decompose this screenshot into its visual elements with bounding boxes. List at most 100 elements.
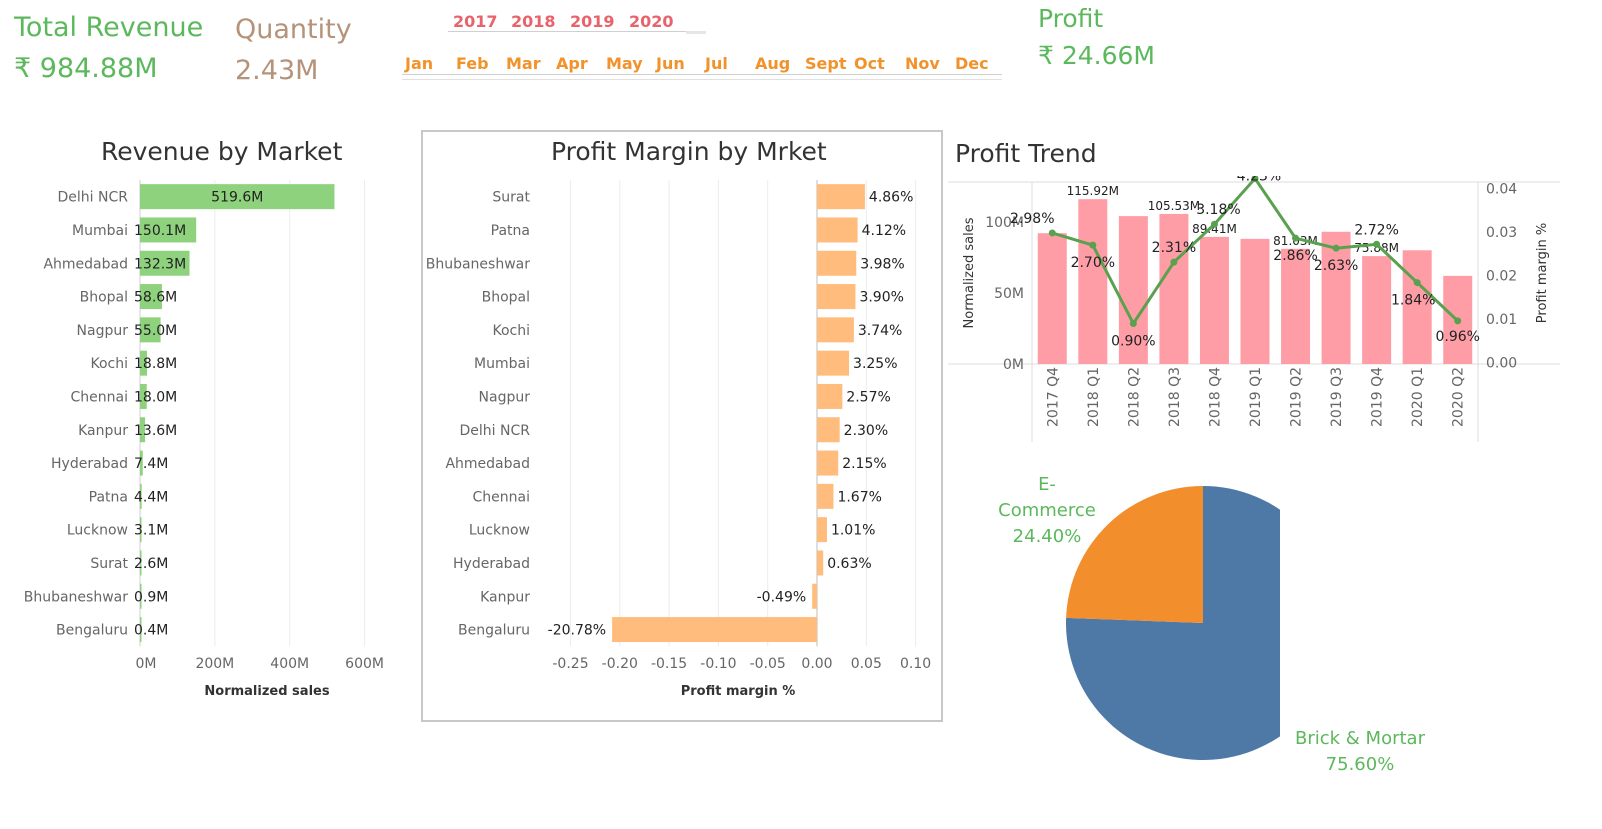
trend-line-point [1251,176,1259,183]
trend-line-point [1170,258,1178,266]
trend-y-tick-label: 50M [994,286,1024,302]
pie-label-ecommerce: E-Commerce 24.40% [992,472,1102,550]
trend-line-point [1048,229,1056,237]
month-filter-jul[interactable]: Jul [705,54,728,73]
revenue-x-tick-label: 0M [136,656,157,672]
revenue-data-label: 150.1M [134,223,186,239]
trend-line-label: 2.70% [1071,255,1115,271]
profit-margin-panel [421,130,943,722]
revenue-category-label: Patna [89,489,128,505]
trend-bar-2018-q1 [1078,199,1108,364]
trend-line-label: 2.31% [1152,240,1196,256]
trend-y2-tick-label: 0.02 [1486,269,1517,285]
margin-x-tick-label: -0.10 [700,656,736,672]
year-filter-2017[interactable]: 2017 [453,12,498,31]
trend-line-label: 2.98% [1010,211,1054,227]
month-filter-aug[interactable]: Aug [755,54,791,73]
trend-line-point [1454,317,1462,325]
year-filter-2019[interactable]: 2019 [570,12,615,31]
trend-line-point [1332,244,1340,252]
month-filter-sept[interactable]: Sept [805,54,847,73]
margin-data-label: 3.90% [859,290,903,306]
revenue-category-label: Mumbai [72,223,128,239]
trend-bar-2019-q1 [1240,238,1270,364]
pie-slice-ecommerce [1066,486,1203,623]
margin-bar-bengaluru [612,617,817,643]
trend-bar-label: 105.53M [1148,199,1200,213]
trend-line-label: 4.23% [1237,176,1281,185]
margin-bar-nagpur [817,383,843,409]
year-filter-2020[interactable]: 2020 [629,12,674,31]
margin-data-label: 0.63% [827,556,871,572]
pie-label-brick-mortar-value: 75.60% [1325,754,1395,775]
revenue-by-market-chart: 0M 200M 400M 600M Delhi NCR 519.6M Mumbai 150.1… [24,180,384,699]
quantity-label: Quantity [235,14,352,45]
month-filter-oct[interactable]: Oct [854,54,885,73]
margin-category-label: Kochi [492,323,530,339]
margin-data-label: 2.30% [844,423,888,439]
month-filter-mar[interactable]: Mar [506,54,541,73]
revenue-data-label: 0.9M [134,589,168,605]
trend-bar-2017-q4 [1037,233,1067,364]
revenue-data-label: 58.6M [134,290,177,306]
year-filter-divider [448,31,686,32]
margin-data-label: 4.86% [869,190,913,206]
revenue-bar-delhi-ncr [140,184,335,210]
month-filter-jan[interactable]: Jan [405,54,434,73]
profit-trend-title: Profit Trend [955,139,1097,168]
month-filter-may[interactable]: May [606,54,643,73]
margin-category-label: Ahmedabad [445,456,530,472]
trend-y-tick-label: 100M [985,215,1024,231]
revenue-category-label: Surat [90,556,128,572]
revenue-data-label: 2.6M [134,556,168,572]
margin-category-label: Nagpur [479,389,531,405]
trend-line-label: 0.96% [1435,329,1479,345]
trend-x-tick-label: 2018 Q3 [1167,367,1183,427]
margin-x-tick-label: -0.25 [552,656,588,672]
month-filter-jun[interactable]: Jun [656,54,685,73]
revenue-data-label: 0.4M [134,623,168,639]
margin-data-label: -20.78% [548,623,606,639]
margin-data-label: 2.57% [846,389,890,405]
revenue-data-label: 18.0M [134,389,177,405]
margin-category-label: Lucknow [469,523,530,539]
profit-margin-title: Profit Margin by Mrket [551,137,827,166]
profit-trend-chart: 0M 50M 100M Normalized sales 0.00 0.01 0.02 0.0… [948,176,1560,442]
revenue-data-label: 18.8M [134,356,177,372]
revenue-category-label: Bhubaneshwar [24,589,128,605]
margin-category-label: Chennai [473,489,530,505]
margin-category-label: Hyderabad [453,556,530,572]
month-filter-nov[interactable]: Nov [905,54,940,73]
trend-x-tick-label: 2018 Q4 [1207,367,1223,427]
revenue-data-label: 132.3M [134,256,186,272]
month-filter-dec[interactable]: Dec [955,54,989,73]
revenue-data-label: 519.6M [211,190,263,206]
margin-x-tick-label: -0.05 [750,656,786,672]
revenue-bar-patna [140,483,142,509]
revenue-by-market-title: Revenue by Market [101,137,343,166]
margin-bar-bhopal [817,284,856,310]
trend-bar-label: 89.41M [1192,222,1237,236]
trend-line-label: 2.63% [1314,258,1358,274]
year-filter-2018[interactable]: 2018 [511,12,556,31]
margin-category-label: Bengaluru [458,623,530,639]
pie-label-brick-mortar: Brick & Mortar 75.60% [1290,726,1430,778]
revenue-category-label: Kochi [90,356,128,372]
trend-line-label: 0.90% [1111,334,1155,350]
margin-category-label: Bhopal [482,290,530,306]
month-filter-apr[interactable]: Apr [556,54,588,73]
margin-data-label: 1.67% [837,489,881,505]
revenue-data-label: 7.4M [134,456,168,472]
revenue-data-label: 4.4M [134,489,168,505]
pie-label-ecommerce-value: 24.40% [1012,526,1082,547]
year-filter-scroll[interactable] [686,31,706,34]
revenue-data-label: 3.1M [134,523,168,539]
trend-bar-2019-q3 [1321,231,1351,364]
margin-category-label: Patna [491,223,530,239]
margin-bar-patna [817,217,858,243]
month-filter-divider [402,74,1002,75]
trend-line-label: 3.18% [1196,202,1240,218]
trend-line-point [1129,320,1137,328]
month-filter-feb[interactable]: Feb [456,54,489,73]
revenue-bar-ahmedabad [140,250,190,276]
